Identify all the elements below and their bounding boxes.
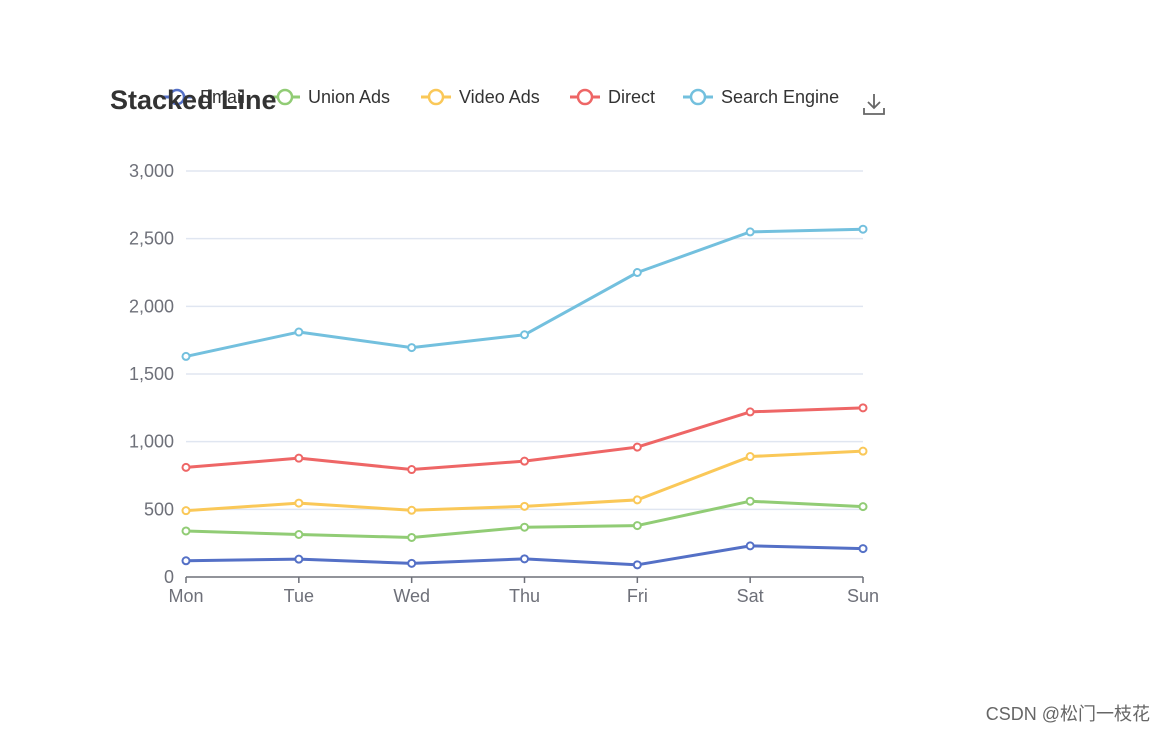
data-point[interactable] (632, 495, 642, 505)
data-point[interactable] (294, 327, 304, 337)
data-point[interactable] (745, 541, 755, 551)
y-tick-label: 0 (164, 567, 174, 587)
y-tick-label: 3,000 (129, 161, 174, 181)
legend-marker-icon (276, 88, 294, 106)
data-point[interactable] (858, 224, 868, 234)
legend-item-union-ads[interactable]: Union Ads (270, 87, 390, 107)
legend-label: Email (200, 87, 245, 107)
x-tick-label: Sun (847, 586, 879, 606)
data-point[interactable] (632, 442, 642, 452)
data-point[interactable] (181, 506, 191, 516)
data-point[interactable] (745, 496, 755, 506)
legend-item-direct[interactable]: Direct (570, 87, 655, 107)
data-point[interactable] (520, 330, 529, 340)
series-direct (181, 403, 868, 475)
data-point[interactable] (181, 351, 191, 361)
legend-marker-icon (689, 88, 707, 106)
data-point[interactable] (294, 498, 304, 508)
axis-layer: 0 500 1,000 1,500 2,000 2,500 3,000 Mon Tue Wed Th… (129, 161, 879, 606)
legend-item-video-ads[interactable]: Video Ads (421, 87, 540, 107)
series-email (181, 541, 868, 570)
data-point[interactable] (520, 522, 529, 532)
legend-item-email[interactable]: Email (162, 87, 245, 107)
data-point[interactable] (181, 556, 191, 566)
data-point[interactable] (745, 407, 755, 417)
x-tick-label: Thu (509, 586, 540, 606)
y-tick-label: 500 (144, 499, 174, 519)
watermark-text: CSDN @松门一枝花 (986, 704, 1150, 724)
data-point[interactable] (407, 505, 417, 515)
series-layer (181, 224, 868, 570)
data-point[interactable] (520, 554, 529, 564)
x-tick-label: Mon (168, 586, 203, 606)
data-point[interactable] (520, 501, 529, 511)
data-point[interactable] (745, 452, 755, 462)
data-point[interactable] (181, 462, 191, 472)
data-point[interactable] (407, 532, 417, 542)
y-tick-label: 1,500 (129, 364, 174, 384)
legend-label: Search Engine (721, 87, 839, 107)
legend-label: Video Ads (459, 87, 540, 107)
data-point[interactable] (858, 446, 868, 456)
series-union-ads (181, 496, 868, 542)
x-tick-label: Sat (737, 586, 764, 606)
data-point[interactable] (407, 558, 417, 568)
data-point[interactable] (294, 453, 304, 463)
download-icon[interactable] (862, 92, 886, 118)
chart-title: Stacked Line (110, 85, 277, 115)
y-tick-label: 1,000 (129, 432, 174, 452)
legend-label: Direct (608, 87, 655, 107)
data-point[interactable] (858, 403, 868, 413)
x-tick-label: Wed (393, 586, 430, 606)
legend[interactable]: Email Union Ads Video Ads Direct Search Engi… (162, 87, 839, 107)
data-point[interactable] (632, 521, 642, 531)
data-point[interactable] (520, 456, 529, 466)
legend-label: Union Ads (308, 87, 390, 107)
x-tick-label: Tue (284, 586, 314, 606)
legend-marker-icon (427, 88, 445, 106)
data-point[interactable] (407, 343, 417, 353)
x-tick-label: Fri (627, 586, 648, 606)
data-point[interactable] (745, 227, 755, 237)
legend-marker-icon (168, 88, 186, 106)
y-tick-label: 2,500 (129, 229, 174, 249)
data-point[interactable] (858, 544, 868, 554)
legend-marker-icon (576, 88, 594, 106)
series-search-engine (181, 224, 868, 361)
data-point[interactable] (858, 502, 868, 512)
data-point[interactable] (294, 554, 304, 564)
data-point[interactable] (181, 526, 191, 536)
data-point[interactable] (407, 465, 417, 475)
data-point[interactable] (632, 560, 642, 570)
data-point[interactable] (632, 268, 642, 277)
y-tick-label: 2,000 (129, 296, 174, 316)
legend-item-search-engine[interactable]: Search Engine (683, 87, 839, 107)
grid-layer (186, 170, 863, 511)
series-video-ads (181, 446, 868, 516)
data-point[interactable] (294, 530, 304, 540)
